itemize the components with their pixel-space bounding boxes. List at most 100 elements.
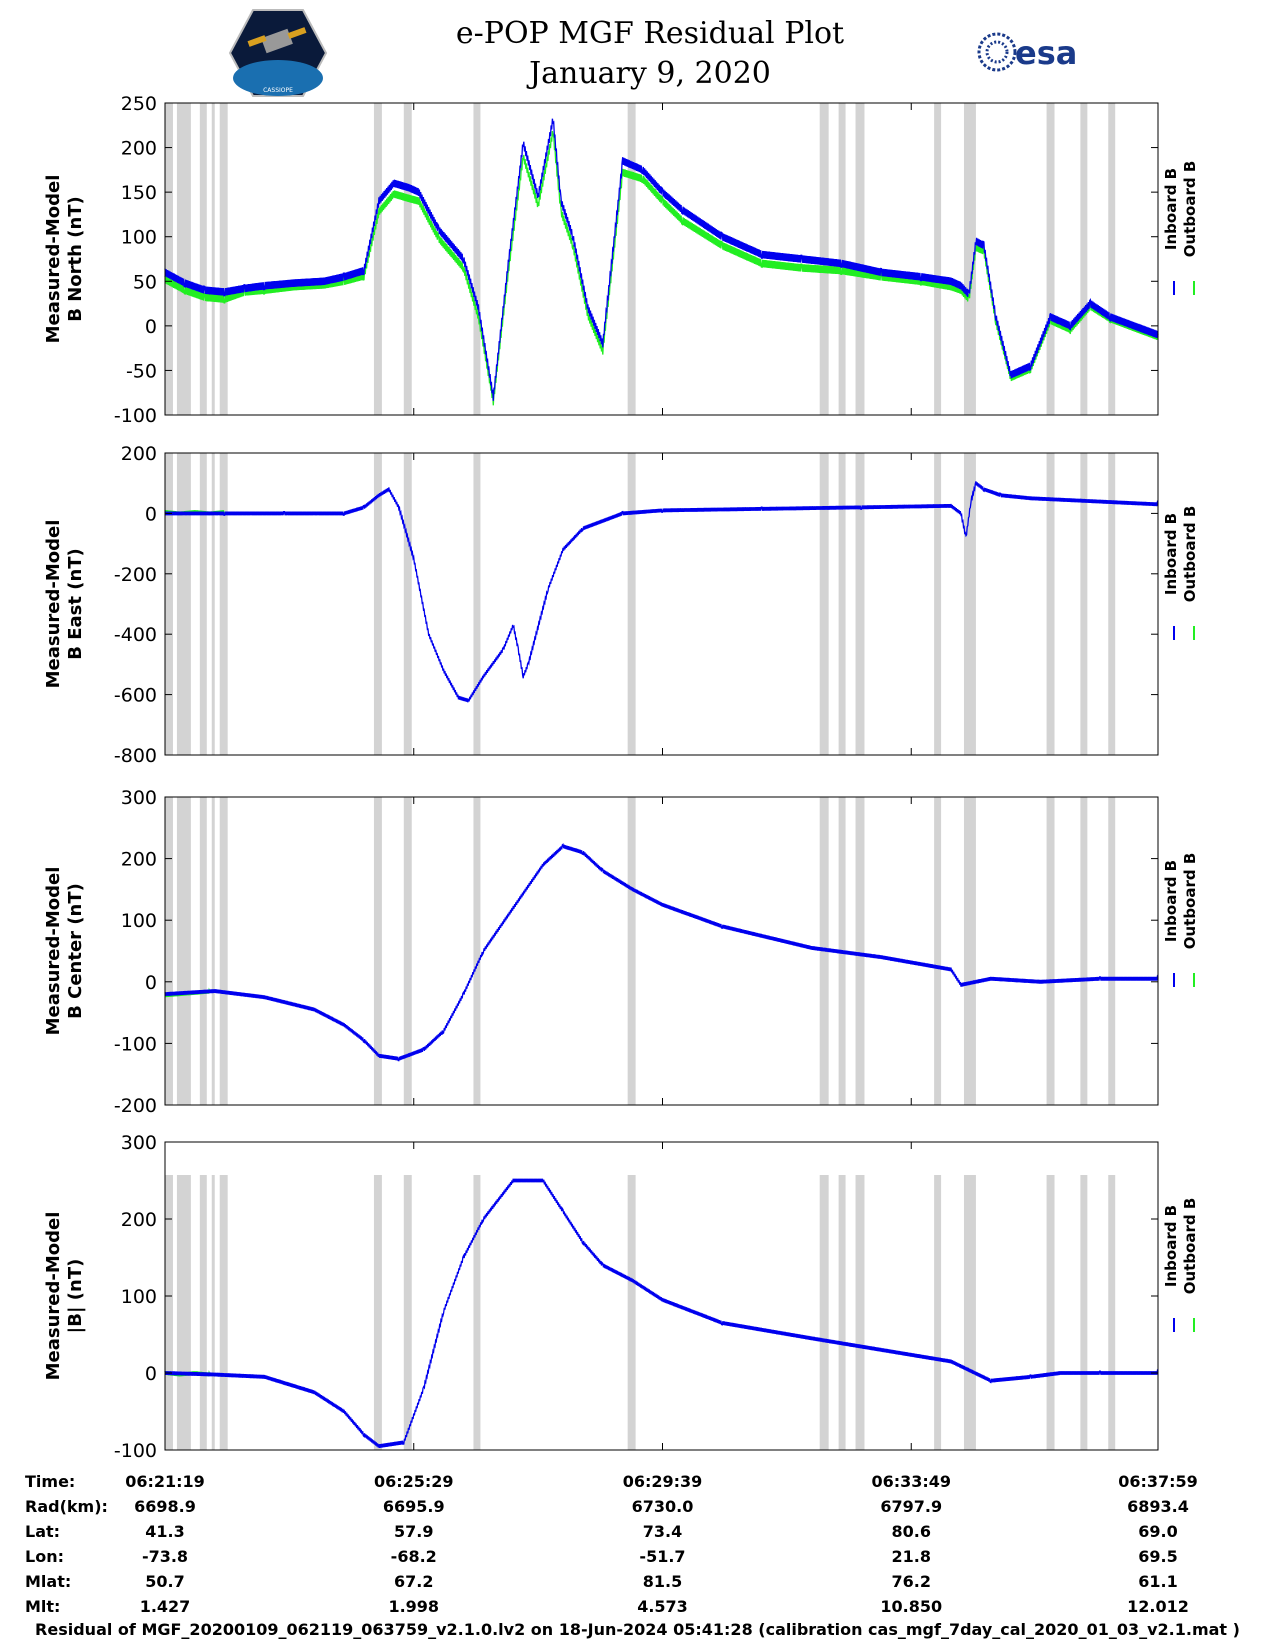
inboard-series-line [164, 1178, 1159, 1449]
y-tick-label: 200 [121, 138, 157, 160]
inboard-series-line [164, 843, 1159, 1062]
data-gap-bar [838, 103, 846, 415]
data-gap-bar [199, 103, 207, 415]
plot-frame [164, 452, 1159, 756]
data-gap-bar [373, 453, 382, 755]
legend-label-outboard: Outboard B [1181, 161, 1199, 258]
data-gap-bar [176, 103, 191, 415]
y-axis-label-line-1: Measured-Model [43, 175, 64, 344]
y-tick-label: -100 [114, 1033, 157, 1055]
legend-label-outboard: Outboard B [1181, 1198, 1199, 1295]
legend-label-inboard: Inboard B [1162, 168, 1180, 250]
ephemeris-row-label: Mlt: [25, 1597, 60, 1616]
cassiope-logo: CASSIOPE [228, 9, 328, 97]
y-tick-label: -100 [114, 405, 157, 427]
y-tick-label: 150 [121, 182, 157, 204]
ephemeris-value: 61.1 [1138, 1572, 1177, 1591]
ephemeris-table: Time: 06:21:19 06:25:29 06:29:39 06:33:49 06:… [25, 1472, 1198, 1616]
ephemeris-value: 6698.9 [134, 1497, 196, 1516]
ephemeris-value: 76.2 [892, 1572, 931, 1591]
ephemeris-value: 10.850 [880, 1597, 942, 1616]
data-gap-bar [473, 797, 481, 1105]
data-gap-bar [473, 103, 481, 415]
ephemeris-value: 06:29:39 [623, 1472, 703, 1491]
data-gap-bar [165, 103, 173, 415]
ephemeris-value: 06:33:49 [871, 1472, 951, 1491]
ephemeris-value: 06:25:29 [374, 1472, 454, 1491]
panel-2: -800 -600 -400 -200 0 200 Measured-ModelB East… [43, 443, 1199, 767]
data-gap-bar [838, 453, 846, 755]
ephemeris-row-label: Time: [25, 1472, 75, 1491]
plot-frame [164, 102, 1159, 416]
ephemeris-value: -68.2 [391, 1547, 437, 1566]
legend-labels: Inboard BOutboard B [1162, 853, 1199, 950]
y-tick-label: 100 [121, 1286, 157, 1308]
data-gap-bar [855, 797, 865, 1105]
ephemeris-value: 41.3 [145, 1522, 184, 1541]
data-gap-bar [219, 453, 228, 755]
data-gap-bar [855, 103, 865, 415]
data-gap-bar [176, 1175, 191, 1450]
legend-label-outboard: Outboard B [1181, 853, 1199, 950]
ephemeris-value: 12.012 [1127, 1597, 1189, 1616]
data-gap-bar [819, 1175, 829, 1450]
data-gap-bar [211, 1175, 215, 1450]
data-gap-bar [627, 453, 636, 755]
y-tick-label: -600 [114, 685, 157, 707]
data-gap-bar [373, 103, 382, 415]
y-axis-label-line-2: |B| (nT) [65, 1259, 86, 1334]
esa-logo-text: esa [1015, 34, 1077, 72]
data-gap-bar [627, 1175, 636, 1450]
ephemeris-value: 6730.0 [632, 1497, 694, 1516]
ephemeris-value: 1.427 [140, 1597, 191, 1616]
data-gap-bar [176, 797, 191, 1105]
ephemeris-value: 57.9 [394, 1522, 433, 1541]
ephemeris-value: 21.8 [892, 1547, 931, 1566]
y-tick-label: 100 [121, 227, 157, 249]
data-gap-bar [838, 1175, 846, 1450]
cassiope-logo-text: CASSIOPE [263, 87, 293, 94]
data-gap-bar [1046, 453, 1055, 755]
data-gap-bar [1080, 1175, 1088, 1450]
y-tick-label: 300 [121, 1132, 157, 1154]
y-tick-label: 200 [121, 443, 157, 465]
y-tick-label: 100 [121, 910, 157, 932]
y-tick-label: -200 [114, 564, 157, 586]
legend-label-outboard: Outboard B [1181, 506, 1199, 603]
y-tick-label: -100 [114, 1440, 157, 1462]
legend-labels: Inboard BOutboard B [1162, 161, 1199, 258]
data-gap-bar [1046, 103, 1055, 415]
y-axis-label: Measured-ModelB North (nT) [43, 175, 86, 344]
data-gap-bar [199, 1175, 207, 1450]
inboard-series-line [164, 118, 1159, 401]
y-tick-label: 300 [121, 787, 157, 809]
legend-labels: Inboard BOutboard B [1162, 506, 1199, 603]
legend-labels: Inboard BOutboard B [1162, 1198, 1199, 1295]
data-gap-bar [963, 797, 976, 1105]
y-tick-label: 250 [121, 93, 157, 115]
ephemeris-value: -51.7 [639, 1547, 685, 1566]
legend-label-inboard: Inboard B [1162, 860, 1180, 942]
data-gap-bar [403, 453, 412, 755]
data-gap-bar [165, 1175, 173, 1450]
data-gap-bar [934, 453, 942, 755]
y-axis-label-line-2: B North (nT) [65, 196, 86, 322]
y-axis-label: Measured-ModelB East (nT) [43, 520, 86, 689]
ephemeris-value: 67.2 [394, 1572, 433, 1591]
data-gap-bar [165, 453, 173, 755]
data-gap-bar [934, 103, 942, 415]
ephemeris-value: 69.0 [1138, 1522, 1177, 1541]
data-gap-bar [627, 103, 636, 415]
title-line-2: January 9, 2020 [529, 56, 771, 91]
ephemeris-value: 06:37:59 [1118, 1472, 1198, 1491]
y-axis-label: Measured-ModelB Center (nT) [43, 867, 86, 1036]
data-gap-bar [219, 103, 228, 415]
ephemeris-value: 1.998 [388, 1597, 439, 1616]
outboard-series-line [164, 130, 1159, 406]
panel-4: -100 0 100 200 300 Measured-Model|B| (nT) Inbo… [43, 1132, 1199, 1462]
data-gap-bar [211, 797, 215, 1105]
data-gap-bar [934, 1175, 942, 1450]
ephemeris-row-label: Lat: [25, 1522, 60, 1541]
y-tick-label: -400 [114, 624, 157, 646]
data-gap-bar [1108, 797, 1116, 1105]
